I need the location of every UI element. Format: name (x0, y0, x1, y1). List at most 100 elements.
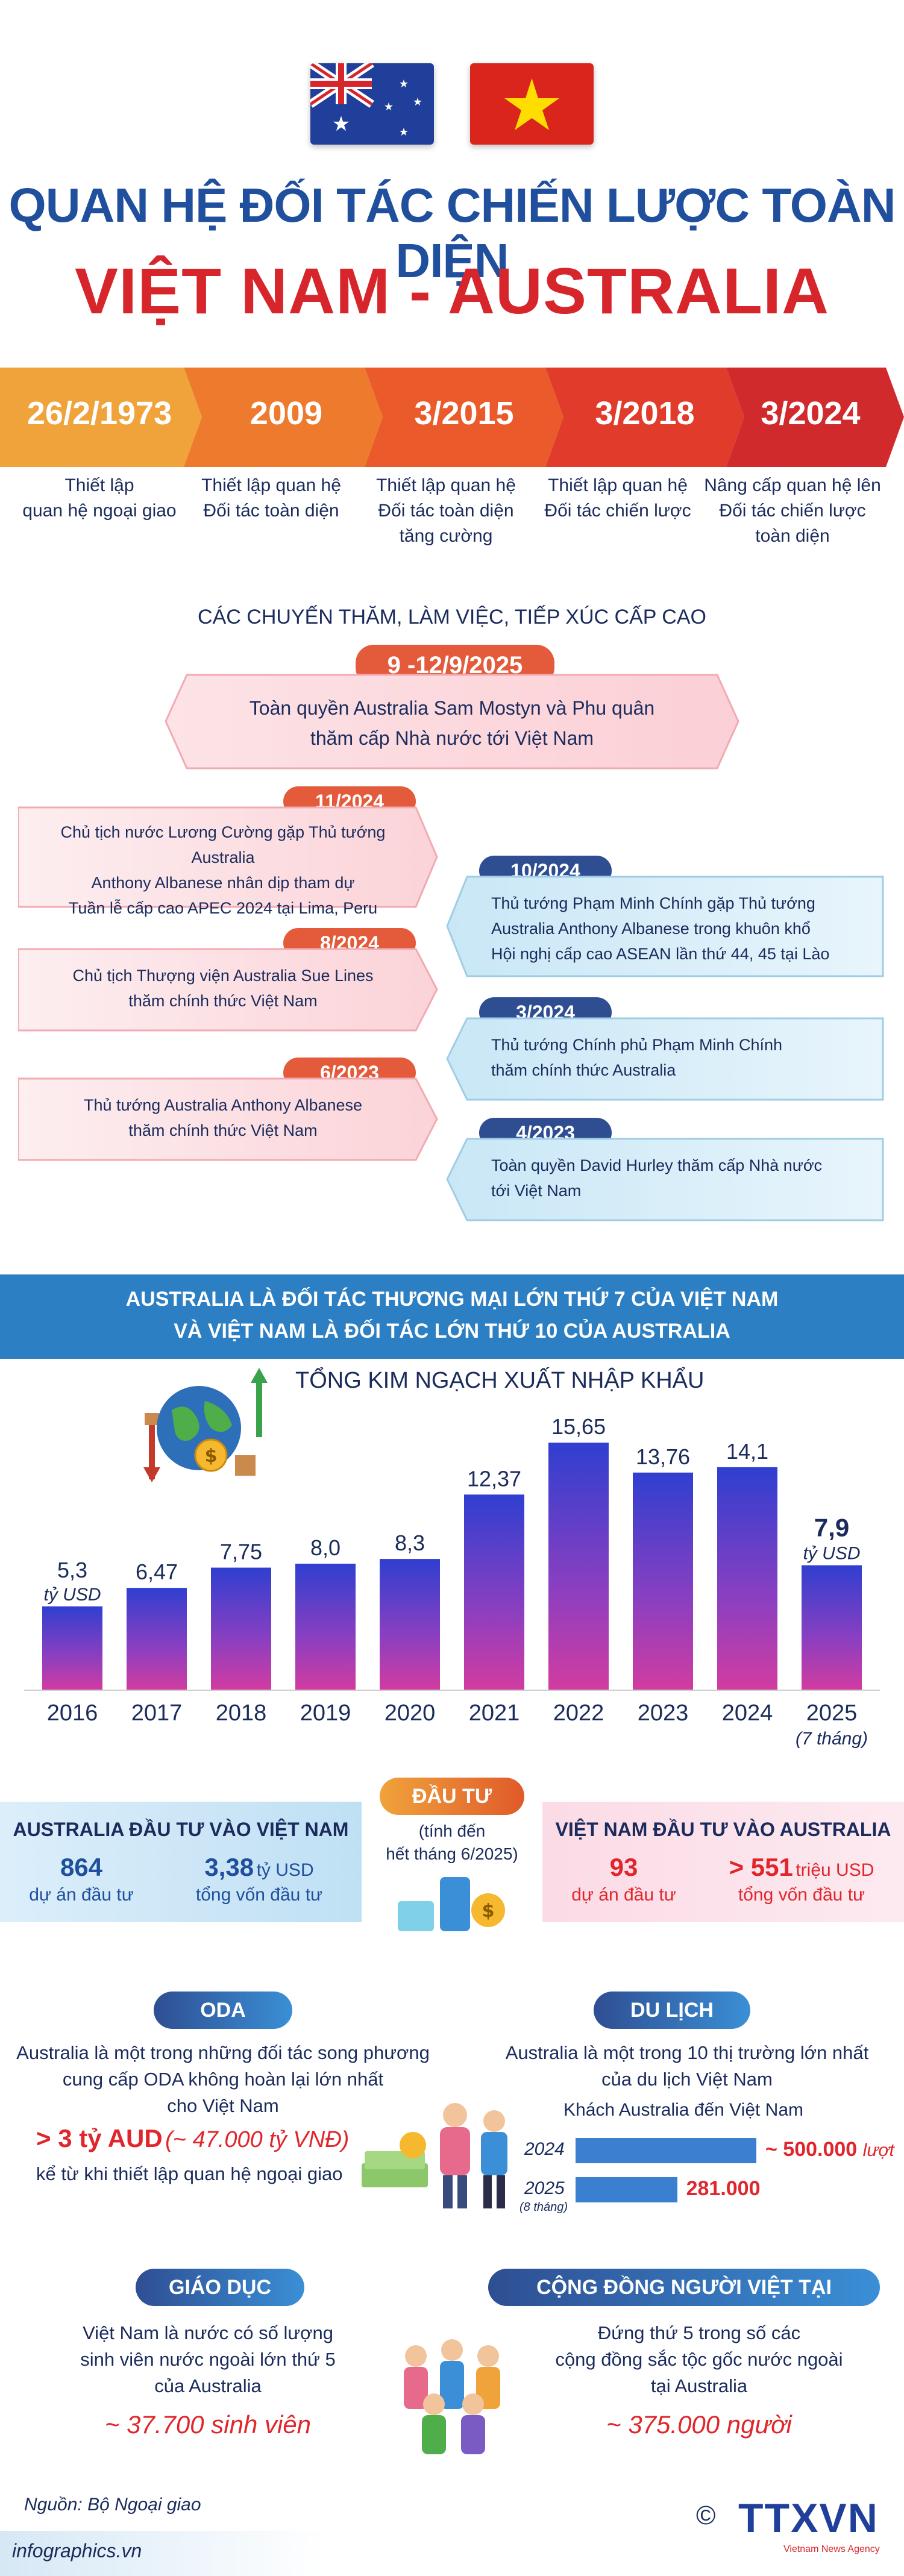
chart-bar (633, 1472, 693, 1690)
tourism-line: của du lịch Việt Nam (601, 2069, 773, 2090)
visit-card-shape (18, 806, 438, 908)
community-amount: ~ 375.000 người (606, 2410, 792, 2439)
visit-card-text: Chủ tịch Thượng viện Australia Sue Lines… (30, 963, 416, 1014)
invest-pill: ĐẦU TƯ (380, 1778, 524, 1815)
visit-line: thăm chính thức Australia (491, 1061, 676, 1079)
svg-text:★: ★ (384, 101, 394, 113)
chart-tick-label: 2018 (216, 1700, 267, 1726)
visit-line: thăm chính thức Việt Nam (128, 992, 318, 1010)
svg-text:$: $ (482, 1901, 495, 1922)
timeline-desc: Thiết lập quan hệ Đối tác chiến lược (544, 475, 691, 521)
trade-banner: AUSTRALIA LÀ ĐỐI TÁC THƯƠNG MẠI LỚN THỨ … (0, 1274, 904, 1359)
chart-data-label: 6,47 (136, 1559, 178, 1584)
visits-heading: CÁC CHUYẾN THĂM, LÀM VIỆC, TIẾP XÚC CẤP … (198, 606, 706, 628)
timeline-desc: Nâng cấp quan hệ lên Đối tác chiến lược … (704, 475, 881, 546)
students-illustration (404, 2339, 500, 2454)
vn-invest-panel: VIỆT NAM ĐẦU TƯ VÀO AUSTRALIA 93 dự án đ… (542, 1802, 904, 1922)
visit-card-text: Thủ tướng Chính phủ Phạm Minh Chính thăm… (491, 1032, 877, 1083)
svg-text:★: ★ (399, 126, 409, 139)
timeline-desc: Thiết lập quan hệ Đối tác toàn diện tăng… (376, 475, 516, 546)
visit-card-text: Chủ tịch nước Lương Cường gặp Thủ tướng … (30, 819, 416, 921)
chart-unit-label: tỷ USD (803, 1544, 860, 1564)
chart-bar (802, 1565, 862, 1690)
community-text: Đứng thứ 5 trong số các cộng đồng sắc tộ… (518, 2320, 880, 2399)
au-invest-capital-label: tổng vốn đầu tư (195, 1885, 323, 1905)
chart-data-label: 15,65 (551, 1414, 606, 1439)
chart-tick-label: 2019 (300, 1700, 351, 1726)
vn-invest-capital-unit: triệu USD (796, 1860, 874, 1880)
site-bar (0, 2531, 325, 2576)
visit-line: Toàn quyền David Hurley thăm cấp Nhà nướ… (491, 1156, 823, 1174)
education-line: Việt Nam là nước có số lượng (83, 2322, 333, 2343)
community-line: cộng đồng sắc tộc gốc nước ngoài (555, 2349, 843, 2370)
chart-bar (548, 1443, 609, 1690)
oda-pill: ODA (154, 1992, 292, 2029)
chart-bar (295, 1564, 356, 1690)
tourism-year: 2025 (524, 2178, 565, 2198)
site-link[interactable]: infographics.vn (12, 2540, 142, 2562)
timeline-desc: Thiết lập quan hệ Đối tác toàn diện (201, 475, 341, 521)
chart-tick-label: 2020 (385, 1700, 436, 1726)
chart-tick-label: 2023 (638, 1700, 689, 1726)
vn-invest-capital-row: > 551 triệu USD (705, 1853, 898, 1882)
education-line: sinh viên nước ngoài lớn thứ 5 (80, 2349, 336, 2370)
trade-bar-chart: 5,3 tỷ USD 2016 6,47 2017 7,75 2018 8,0 2019 8,3 2… (24, 1414, 880, 1749)
tourism-value: 281.000 (686, 2177, 761, 2200)
ttxvn-logo: TTXVN (738, 2495, 879, 2541)
chart-data-label: 13,76 (636, 1444, 690, 1469)
svg-text:★: ★ (413, 96, 422, 108)
tourism-value-row: 281.000 (686, 2177, 761, 2201)
visit-line: Thủ tướng Australia Anthony Albanese (83, 1096, 363, 1114)
invest-note-line: (tính đến (418, 1822, 486, 1840)
timeline-year: 2009 (250, 395, 323, 431)
timeline-desc: Thiết lập quan hệ ngoại giao (22, 475, 177, 521)
education-amount: ~ 37.700 sinh viên (104, 2410, 312, 2439)
visit-line: Thủ tướng Chính phủ Phạm Minh Chính (491, 1036, 783, 1054)
copyright-icon: © (696, 2501, 716, 2530)
education-line: của Australia (154, 2375, 262, 2396)
timeline-year: 3/2018 (595, 395, 695, 431)
chart-tick-note: (7 tháng) (796, 1729, 868, 1749)
svg-text:★: ★ (332, 112, 350, 136)
chart-data-label: 7,9 (814, 1514, 849, 1542)
timeline-year: 26/2/1973 (27, 395, 172, 431)
chart-data-label: 8,0 (310, 1535, 341, 1560)
chart-bar (380, 1559, 440, 1690)
tourism-bar (576, 2177, 677, 2202)
tourism-year: 2024 (524, 2139, 565, 2159)
timeline-band (0, 368, 904, 467)
visit-line: Hội nghị cấp cao ASEAN lần thứ 44, 45 tạ… (491, 945, 830, 963)
globe-trade-icon: $ (143, 1368, 268, 1482)
chart-data-label: 8,3 (395, 1531, 425, 1555)
trade-line-1: AUSTRALIA LÀ ĐỐI TÁC THƯƠNG MẠI LỚN THỨ … (125, 1288, 779, 1311)
community-line: tại Australia (650, 2375, 748, 2396)
vn-invest-capital-label: tổng vốn đầu tư (738, 1885, 865, 1905)
vn-invest-heading: VIỆT NAM ĐẦU TƯ VÀO AUSTRALIA (555, 1819, 891, 1840)
oda-amount-row: > 3 tỷ AUD (~ 47.000 tỷ VNĐ) (36, 2124, 422, 2153)
au-invest-projects-label: dự án đầu tư (29, 1885, 134, 1905)
chart-data-label: 5,3 (57, 1558, 87, 1582)
tourism-value: ~ 500.000 (765, 2138, 858, 2161)
visit-line: Australia Anthony Albanese trong khuôn k… (491, 920, 811, 938)
chart-data-label: 12,37 (467, 1466, 521, 1491)
tourism-bar (576, 2138, 756, 2163)
visit-line: Chủ tịch Thượng viện Australia Sue Lines (72, 967, 374, 985)
chart-bar (127, 1588, 187, 1690)
tourists-illustration (440, 2103, 507, 2208)
chart-tick-label: 2024 (722, 1700, 773, 1726)
visit-line: Chủ tịch nước Lương Cường gặp Thủ tướng … (60, 823, 386, 867)
vn-invest-capital: > 551 (729, 1853, 793, 1881)
chart-tick-label: 2016 (47, 1700, 98, 1726)
svg-text:$: $ (205, 1446, 218, 1467)
au-invest-panel: AUSTRALIA ĐẦU TƯ VÀO VIỆT NAM 864 dự án … (0, 1802, 362, 1922)
chart-bar (464, 1494, 524, 1690)
au-invest-capital-unit: tỷ USD (256, 1860, 314, 1880)
visit-line: Thủ tướng Phạm Minh Chính gặp Thủ tướng (491, 894, 815, 912)
chart-tick-label: 2025 (806, 1700, 858, 1726)
chart-tick-label: 2021 (469, 1700, 520, 1726)
investment-icon: $ (398, 1877, 505, 1931)
tourism-pill: DU LỊCH (594, 1992, 750, 2029)
au-invest-capital: 3,38 (204, 1853, 254, 1881)
au-invest-projects: 864 (60, 1853, 103, 1881)
chart-tick-label: 2017 (131, 1700, 183, 1726)
